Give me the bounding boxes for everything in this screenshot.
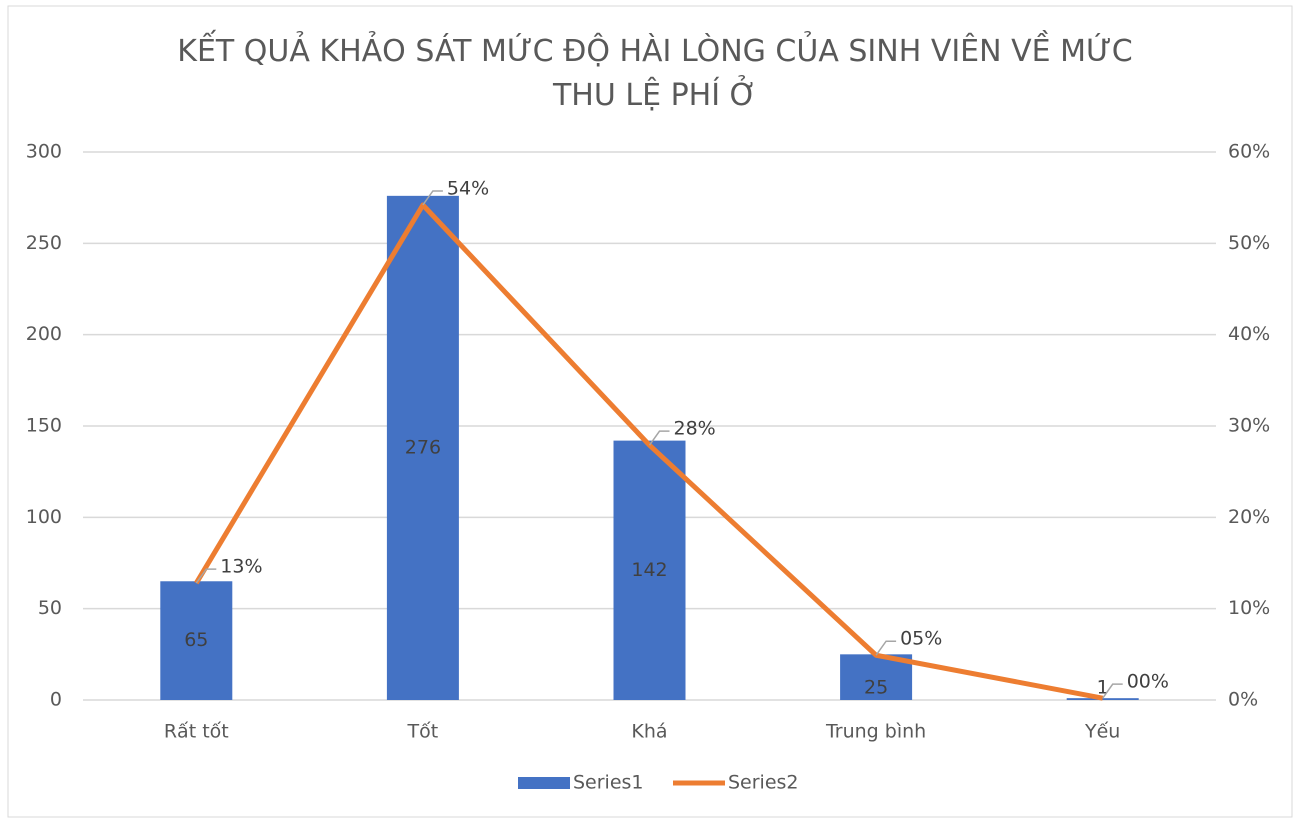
- bar: [613, 440, 686, 700]
- y-tick-label: 100: [26, 506, 62, 528]
- leader-line: [195, 568, 217, 584]
- y-tick-label: 250: [26, 232, 62, 254]
- y-tick-label: 0: [50, 689, 62, 711]
- bar-value-label: 65: [184, 629, 208, 651]
- x-tick-label: Tốt: [407, 721, 439, 743]
- y2-tick-label: 30%: [1228, 415, 1270, 437]
- line-value-label: 05%: [900, 628, 942, 650]
- bar: [1066, 698, 1139, 700]
- x-tick-label: Khá: [631, 721, 667, 743]
- y-tick-label: 300: [26, 141, 62, 163]
- leader-line: [1102, 683, 1123, 699]
- y2-tick-label: 20%: [1228, 506, 1270, 528]
- chart-title: KẾT QUẢ KHẢO SÁT MỨC ĐỘ HÀI LÒNG CỦA SIN…: [177, 34, 1133, 113]
- x-tick-label: Trung bình: [825, 721, 926, 743]
- bar-value-label: 25: [864, 677, 888, 699]
- bar-value-label: 276: [405, 436, 441, 458]
- line-value-label: 28%: [674, 418, 716, 440]
- x-tick-label: Rất tốt: [164, 721, 229, 743]
- legend-label: Series2: [728, 772, 799, 794]
- y2-tick-label: 40%: [1228, 323, 1270, 345]
- line-value-label: 54%: [447, 177, 489, 199]
- bar: [160, 581, 233, 700]
- y2-tick-label: 0%: [1228, 689, 1258, 711]
- legend-swatch: [518, 777, 570, 789]
- y-tick-label: 150: [26, 415, 62, 437]
- line-value-label: 13%: [220, 556, 262, 578]
- bar-value-label: 142: [631, 559, 667, 581]
- x-tick-label: Yếu: [1084, 721, 1120, 743]
- leader-line: [648, 430, 670, 446]
- bar: [386, 195, 459, 700]
- y-tick-label: 200: [26, 323, 62, 345]
- y2-tick-label: 10%: [1228, 597, 1270, 619]
- y-tick-label: 50: [38, 597, 62, 619]
- y2-tick-label: 50%: [1228, 232, 1270, 254]
- leader-line: [875, 640, 897, 656]
- leader-line: [422, 190, 443, 206]
- y2-tick-label: 60%: [1228, 141, 1270, 163]
- line-value-label: 00%: [1127, 671, 1169, 693]
- legend-label: Series1: [573, 772, 644, 794]
